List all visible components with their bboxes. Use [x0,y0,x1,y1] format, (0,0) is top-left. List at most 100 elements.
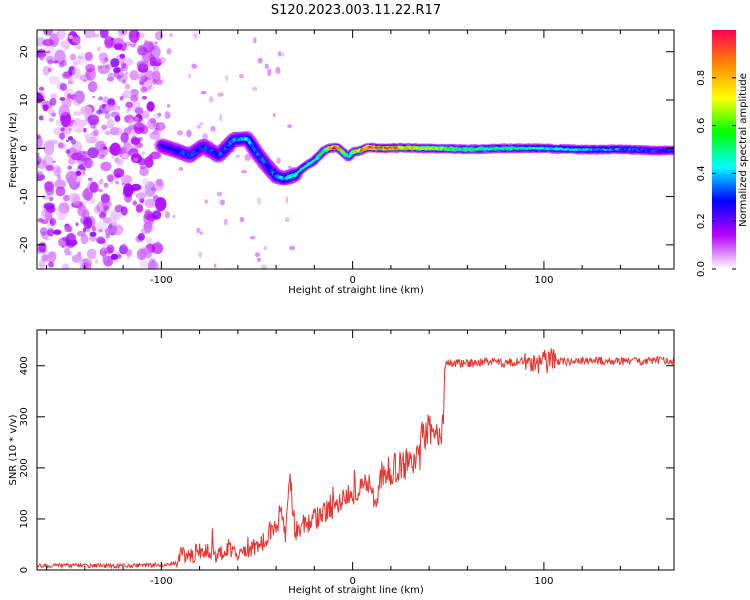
heatmap-cell [59,82,67,91]
heatmap-cell [136,248,147,261]
heatmap-cell [117,30,126,38]
colorbar-tick-label: 0.6 [696,118,707,134]
heatmap-cell [147,260,159,269]
heatmap-cell [60,127,65,132]
heatmap-cell [98,178,104,185]
heatmap-cell [133,157,139,163]
heatmap-cell [86,248,97,260]
heatmap-cell [69,53,77,61]
heatmap-ridge-segment [348,153,353,158]
heatmap-cell [103,205,110,211]
heatmap-cell [200,90,207,95]
heatmap-cell [114,204,124,213]
heatmap-cell [53,60,59,64]
heatmap-cell [257,197,261,206]
heatmap-cell [72,67,81,80]
heatmap-cell [144,39,149,44]
heatmap-cell [41,231,49,240]
snr-x-tick-label: 100 [534,576,553,587]
spectrogram-y-axis-label: Frequency (Hz) [8,112,19,188]
heatmap-cell [166,104,171,108]
heatmap-cell [225,74,229,81]
heatmap-cell [210,126,216,132]
heatmap-cell [122,243,127,248]
heatmap-cell [50,93,58,100]
heatmap-cell [152,194,160,202]
heatmap-cell [139,197,145,204]
heatmap-cell [43,140,55,156]
heatmap-cell [123,183,134,198]
heatmap-cell [37,155,42,165]
heatmap-cell [137,232,145,241]
heatmap-cell [42,104,49,112]
heatmap-cell [41,194,50,200]
heatmap-cell [192,32,199,39]
heatmap-cell [235,154,241,159]
heatmap-cell [82,150,87,155]
heatmap-cell [176,130,184,136]
heatmap-cell [64,247,70,256]
heatmap-cell [138,32,145,38]
heatmap-cell [49,219,54,225]
heatmap-cell [115,158,125,166]
heatmap-cell [64,225,72,233]
heatmap-cell [67,80,74,85]
heatmap-cell [289,245,296,251]
heatmap-cell [37,170,43,176]
heatmap-cell [139,166,149,177]
heatmap-cell [75,44,82,50]
heatmap-cell [48,118,55,123]
heatmap-cell [151,242,164,255]
heatmap-cell [102,60,107,65]
heatmap-cell [54,179,66,190]
heatmap-cell [111,224,124,236]
snr-line [37,348,674,570]
heatmap-cell [196,227,201,234]
heatmap-cell [114,115,121,122]
heatmap-cell [172,214,176,219]
heatmap-cell [198,251,203,259]
heatmap-cell [120,132,129,143]
heatmap-cell [77,205,87,217]
heatmap-cell [139,186,147,193]
heatmap-cell [37,152,40,156]
heatmap-cell [77,55,84,60]
heatmap-cell [63,194,70,202]
heatmap-cell [151,130,159,136]
heatmap-cell [83,30,96,39]
heatmap-cell [124,175,134,185]
heatmap-cell [52,165,62,177]
heatmap-cell [147,117,157,130]
heatmap-cell [68,127,73,132]
heatmap-cell [285,196,289,204]
heatmap-cell [48,261,54,268]
heatmap-cell [101,247,107,251]
spectrogram-y-tick-label: 10 [19,94,30,107]
heatmap-cell [80,234,89,245]
heatmap-cell [156,56,167,64]
heatmap-cell [240,170,248,174]
heatmap-cell [281,52,285,57]
heatmap-cell [121,182,126,186]
heatmap-cell [116,253,122,259]
heatmap-cell [49,75,60,85]
heatmap-cell [130,95,139,102]
heatmap-cell [219,199,225,206]
heatmap-cell [93,129,99,137]
heatmap-cell [164,211,171,219]
heatmap-cell [96,65,103,69]
heatmap-cell [93,34,100,38]
heatmap-cell [81,190,87,199]
heatmap-cell [199,122,204,126]
heatmap-cell [155,79,163,85]
snr-x-tick-label: 0 [349,576,355,587]
heatmap-cell [154,197,167,212]
heatmap-cell [87,114,100,126]
heatmap-cell [140,227,151,235]
heatmap-cell [157,112,162,117]
heatmap-cell [239,216,245,223]
heatmap-cell [71,36,81,44]
snr-series [37,348,674,570]
heatmap-cell [154,123,161,128]
